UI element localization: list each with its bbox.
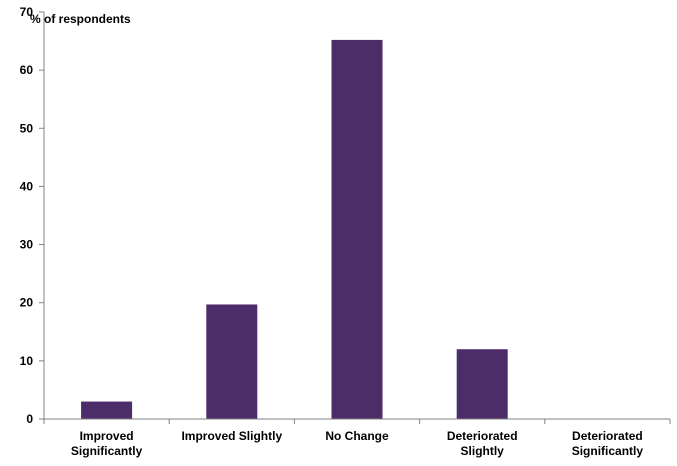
bar: [81, 401, 133, 419]
y-tick-label: 0: [26, 412, 33, 426]
y-tick-label: 50: [20, 121, 34, 135]
x-tick-label: Deteriorated Slightly: [447, 429, 518, 458]
x-tick-label: Improved Slightly: [181, 429, 282, 443]
x-tick-label: Improved Significantly: [71, 429, 143, 458]
y-tick-label: 40: [20, 179, 34, 193]
y-tick-label: 20: [20, 296, 34, 310]
x-tick-label: No Change: [325, 429, 389, 443]
x-tick-label: Deteriorated Significantly: [572, 429, 644, 458]
y-tick-label: 60: [20, 63, 34, 77]
y-axis-title: % of respondents: [30, 12, 131, 26]
y-axis: 0 10 20 30 40 50 60 70: [20, 5, 45, 426]
bar: [331, 39, 383, 420]
bar: [456, 349, 508, 419]
x-axis: Improved Significantly Improved Slightly No…: [43, 418, 671, 458]
bar: [206, 304, 258, 419]
y-tick-label: 70: [20, 5, 34, 19]
y-tick-label: 30: [20, 238, 34, 252]
bars: [81, 39, 508, 420]
y-tick-label: 10: [20, 354, 34, 368]
